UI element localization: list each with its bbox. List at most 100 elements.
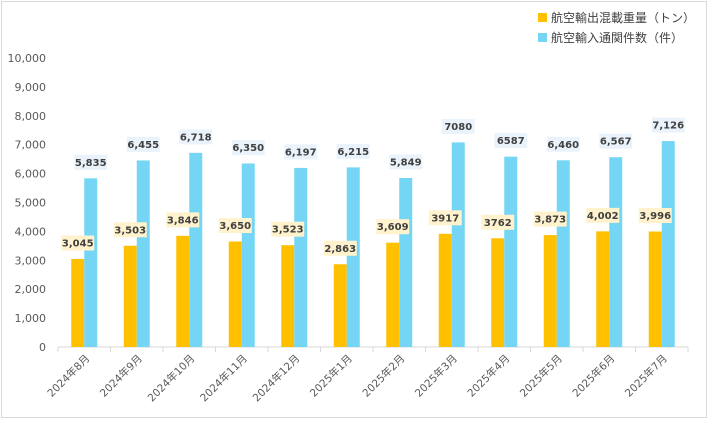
import-count-bar [556, 160, 570, 347]
import-count-bar [451, 142, 465, 347]
data-label: 7,126 [652, 121, 684, 132]
x-category-label: 2024年8月 [45, 352, 93, 400]
legend-swatch [538, 33, 547, 42]
x-category-label: 2025年7月 [622, 352, 670, 400]
data-label-bg [428, 210, 462, 226]
data-label-bg [179, 129, 213, 145]
import-count-bar [136, 160, 150, 347]
data-label: 3,523 [272, 225, 304, 236]
x-category-label: 2025年5月 [517, 352, 565, 400]
export-weight-bar [596, 231, 610, 347]
data-label-bg [546, 136, 580, 152]
x-category-label: 2024年11月 [197, 352, 249, 404]
data-label-bg [638, 208, 672, 224]
data-label: 7080 [444, 122, 472, 133]
data-label: 3,873 [534, 215, 566, 226]
data-label: 2,863 [324, 244, 356, 255]
export-weight-bar [281, 245, 295, 347]
data-label: 5,835 [75, 158, 107, 169]
x-category-label: 2025年1月 [307, 352, 355, 400]
data-label: 6,455 [127, 140, 159, 151]
data-label: 6,567 [600, 137, 632, 148]
import-count-bar [346, 167, 360, 347]
data-label: 6587 [497, 136, 525, 147]
data-label: 3,846 [167, 215, 199, 226]
data-label-bg [336, 143, 370, 159]
data-label-bg [441, 118, 475, 134]
x-category-label: 2025年4月 [465, 352, 513, 400]
data-label: 6,350 [232, 143, 264, 154]
import-count-bar [399, 177, 413, 347]
data-label-bg [61, 235, 95, 251]
data-label: 3917 [431, 213, 459, 224]
data-label: 3,996 [639, 211, 671, 222]
legend-entry: 航空輸出混載重量（トン） [551, 10, 695, 25]
data-label-bg [599, 133, 633, 149]
legend-swatch [538, 13, 547, 22]
import-count-bar [504, 156, 518, 347]
x-category-label: 2024年9月 [97, 352, 145, 400]
y-tick-label: 2,000 [15, 283, 47, 296]
x-category-label: 2025年6月 [570, 352, 618, 400]
export-weight-bar [176, 235, 190, 347]
data-label: 3762 [484, 218, 512, 229]
export-weight-bar [123, 245, 137, 347]
export-weight-bar [543, 235, 557, 347]
data-label: 5,849 [390, 157, 422, 168]
data-label-bg [284, 144, 318, 160]
import-count-bar [294, 167, 308, 347]
data-label-bg [166, 212, 200, 228]
import-count-bar [241, 163, 255, 347]
data-label: 6,460 [547, 140, 579, 151]
y-tick-label: 0 [39, 341, 46, 354]
export-weight-bar [648, 231, 662, 347]
data-label-bg [481, 214, 515, 230]
data-label-bg [218, 218, 252, 234]
y-tick-label: 9,000 [15, 81, 47, 94]
y-tick-label: 1,000 [15, 312, 47, 325]
export-weight-bar [333, 264, 347, 347]
x-category-label: 2024年10月 [145, 352, 197, 404]
export-weight-bar [386, 242, 400, 347]
x-category-label: 2025年2月 [360, 352, 408, 400]
y-tick-label: 5,000 [15, 197, 47, 210]
import-count-bar [84, 178, 98, 347]
x-category-label: 2025年3月 [412, 352, 460, 400]
x-category-label: 2024年12月 [250, 352, 302, 404]
y-tick-label: 10,000 [8, 52, 47, 65]
data-label-bg [533, 211, 567, 227]
data-label-bg [231, 139, 265, 155]
data-label-bg [74, 154, 108, 170]
export-weight-bar [491, 238, 505, 347]
data-label: 3,609 [377, 222, 409, 233]
data-label: 3,650 [219, 221, 251, 232]
export-weight-bar [228, 241, 242, 347]
y-tick-label: 4,000 [15, 225, 47, 238]
data-label-bg [376, 219, 410, 235]
import-count-bar [609, 157, 623, 347]
data-label-bg [271, 221, 305, 237]
y-tick-label: 6,000 [15, 168, 47, 181]
data-label-bg [113, 222, 147, 238]
data-label: 6,197 [285, 147, 317, 158]
export-weight-bar [71, 258, 85, 347]
data-label-bg [126, 136, 160, 152]
data-label: 6,718 [180, 132, 212, 143]
data-label-bg [323, 240, 357, 256]
y-tick-label: 3,000 [15, 254, 47, 267]
y-tick-label: 7,000 [15, 139, 47, 152]
y-tick-label: 8,000 [15, 110, 47, 123]
import-count-bar [189, 152, 203, 347]
legend-entry: 航空輸入通関件数（件） [551, 30, 683, 45]
data-label: 4,002 [587, 211, 619, 222]
data-label-bg [651, 117, 685, 133]
data-label-bg [494, 133, 528, 149]
data-label: 6,215 [337, 147, 369, 158]
import-count-bar [661, 141, 675, 347]
data-label: 3,503 [114, 225, 146, 236]
export-weight-bar [438, 233, 452, 347]
data-label-bg [586, 207, 620, 223]
data-label: 3,045 [62, 238, 94, 249]
data-label-bg [389, 154, 423, 170]
